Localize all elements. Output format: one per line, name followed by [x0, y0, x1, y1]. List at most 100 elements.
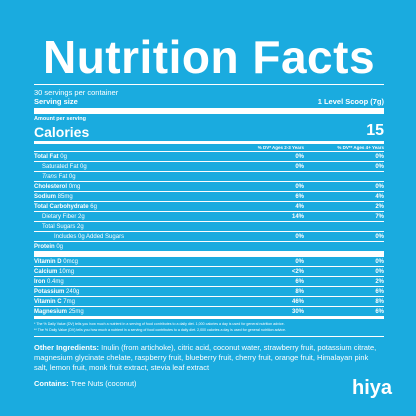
nutrient-row-saturated-fat: Saturated Fat 0g 0% 0%	[34, 161, 384, 171]
contains-label: Contains:	[34, 379, 69, 388]
divider-mid	[34, 316, 384, 319]
vitamin-amount: 0.4mg	[47, 278, 64, 285]
ingredients-label: Other Ingredients:	[34, 343, 100, 352]
nutrient-name: Trans	[42, 173, 57, 180]
brand-logo: hiya	[352, 377, 393, 399]
nutrient-amount: Fat 0g	[58, 173, 76, 180]
dv-ages-2-3: <2%	[291, 268, 304, 275]
page-title: Nutrition Facts	[42, 31, 376, 83]
nutrient-name: Protein	[34, 243, 55, 250]
dv-ages-2-3: 4%	[295, 203, 304, 210]
vitamin-row-vitamin-c: Vitamin C 7mg 46% 8%	[34, 296, 384, 306]
allergen-statement: Contains: Tree Nuts (coconut)	[34, 379, 384, 389]
nutrient-row-cholesterol: Cholesterol 0mg 0% 0%	[34, 181, 384, 191]
serving-size-label: Serving size	[34, 97, 78, 106]
dv-ages-2-3: 6%	[295, 278, 304, 285]
nutrient-row-trans-fat: Trans Fat 0g	[34, 171, 384, 181]
dv-ages-2-3: 6%	[295, 193, 304, 200]
dv-ages-4-plus: 2%	[375, 278, 384, 285]
divider	[34, 336, 384, 337]
nutrient-name: Sodium	[34, 193, 56, 200]
nutrient-name: Includes	[54, 233, 77, 240]
nutrient-amount: 85mg	[57, 193, 73, 200]
ingredients: Other Ingredients: Inulin (from artichok…	[34, 343, 384, 373]
nutrient-amount: 0g Added Sugars	[78, 233, 125, 240]
vitamin-row-potassium: Potassium 240g 8% 6%	[34, 286, 384, 296]
dv-ages-4-plus: 4%	[375, 193, 384, 200]
vitamin-name: Vitamin C	[34, 298, 62, 305]
nutrient-name: Saturated Fat	[42, 163, 79, 170]
nutrient-name: Total Sugars	[42, 223, 76, 230]
nutrient-row-sodium: Sodium 85mg 6% 4%	[34, 191, 384, 201]
vitamin-amount: 7mg	[63, 298, 75, 305]
dv-ages-2-3: 46%	[291, 298, 304, 305]
nutrient-name: Cholesterol	[34, 183, 68, 190]
nutrient-row-dietary-fiber: Dietary Fiber 2g 14% 7%	[34, 211, 384, 221]
dv-ages-4-plus: 0%	[375, 163, 384, 170]
nutrient-row-total-fat: Total Fat 0g 0% 0%	[34, 151, 384, 161]
amount-per-serving: Amount per serving	[34, 116, 86, 122]
dv-ages-2-3: 0%	[295, 163, 304, 170]
vitamin-row-magnesium: Magnesium 25mg 30% 6%	[34, 306, 384, 316]
footnote-ages-4-plus: ** The % Daily Value (DV) tells you how …	[34, 328, 286, 332]
nutrient-amount: 0mg	[68, 183, 81, 190]
nutrient-row-total-sugars: Total Sugars 2g	[34, 221, 384, 231]
dv-ages-4-plus: 2%	[375, 203, 384, 210]
dv-ages-4-plus: 0%	[375, 258, 384, 265]
vitamin-name: Calcium	[34, 268, 58, 275]
dv-ages-4-plus: 0%	[375, 268, 384, 275]
vitamin-row-vitamin-d: Vitamin D 0mcg 0% 0%	[34, 257, 384, 266]
nutrition-facts-panel: Nutrition Facts 30 servings per containe…	[34, 34, 384, 389]
nutrient-row-protein: Protein 0g	[34, 241, 384, 251]
dv-header: % DV* Ages 2-3 Years % DV** Ages 4+ Year…	[34, 144, 384, 151]
nutrient-amount: 2g	[77, 223, 84, 230]
dv-ages-4-plus: 0%	[375, 153, 384, 160]
nutrient-name: Dietary Fiber	[42, 213, 77, 220]
dv-ages-2-3: 30%	[291, 308, 304, 315]
dv-col1-header: % DV* Ages 2-3 Years	[257, 145, 304, 150]
nutrient-name: Total Carbohydrate	[34, 203, 89, 210]
dv-ages-4-plus: 6%	[375, 308, 384, 315]
serving-size-row: Serving size 1 Level Scoop (7g)	[34, 97, 384, 108]
nutrient-row-total-carbohydrate: Total Carbohydrate 6g 4% 2%	[34, 201, 384, 211]
vitamin-name: Magnesium	[34, 308, 68, 315]
dv-ages-4-plus: 8%	[375, 298, 384, 305]
dv-ages-2-3: 0%	[295, 153, 304, 160]
dv-ages-2-3: 0%	[295, 233, 304, 240]
calories-row: Calories 15	[34, 123, 384, 140]
vitamin-row-iron: Iron 0.4mg 6% 2%	[34, 276, 384, 286]
dv-ages-2-3: 8%	[295, 288, 304, 295]
dv-ages-4-plus: 0%	[375, 183, 384, 190]
divider-thick	[34, 251, 384, 257]
nutrient-amount: 0g	[60, 153, 67, 160]
vitamin-name: Potassium	[34, 288, 65, 295]
dv-ages-2-3: 0%	[295, 183, 304, 190]
nutrient-amount: 0g	[80, 163, 87, 170]
footnote-ages-2-3: * The % Daily Value (DV) tells you how m…	[34, 322, 285, 326]
dv-ages-2-3: 0%	[295, 258, 304, 265]
vitamin-row-calcium: Calcium 10mg <2% 0%	[34, 266, 384, 276]
vitamin-amount: 0mcg	[63, 258, 78, 265]
servings-per-container: 30 servings per container	[34, 88, 119, 97]
dv-col2-header: % DV** Ages 4+ Years	[337, 145, 384, 150]
serving-size-value: 1 Level Scoop (7g)	[317, 97, 384, 106]
nutrient-row-added-sugars: Includes 0g Added Sugars 0% 0%	[34, 231, 384, 241]
calories-label: Calories	[34, 124, 90, 140]
nutrient-name: Total Fat	[34, 153, 59, 160]
contains-text: Tree Nuts (coconut)	[70, 379, 137, 388]
nutrient-amount: 2g	[78, 213, 85, 220]
ingredients-text: Inulin (from artichoke), citric acid, co…	[34, 343, 377, 372]
dv-ages-4-plus: 6%	[375, 288, 384, 295]
vitamin-name: Vitamin D	[34, 258, 62, 265]
divider-mid	[34, 141, 384, 144]
vitamin-amount: 10mg	[59, 268, 75, 275]
dv-ages-4-plus: 0%	[375, 233, 384, 240]
vitamin-amount: 25mg	[68, 308, 84, 315]
vitamin-amount: 240g	[66, 288, 80, 295]
nutrient-amount: 6g	[90, 203, 97, 210]
dv-ages-2-3: 14%	[291, 213, 304, 220]
divider	[34, 84, 384, 85]
vitamin-name: Iron	[34, 278, 46, 285]
dv-ages-4-plus: 7%	[375, 213, 384, 220]
nutrient-amount: 0g	[56, 243, 64, 250]
